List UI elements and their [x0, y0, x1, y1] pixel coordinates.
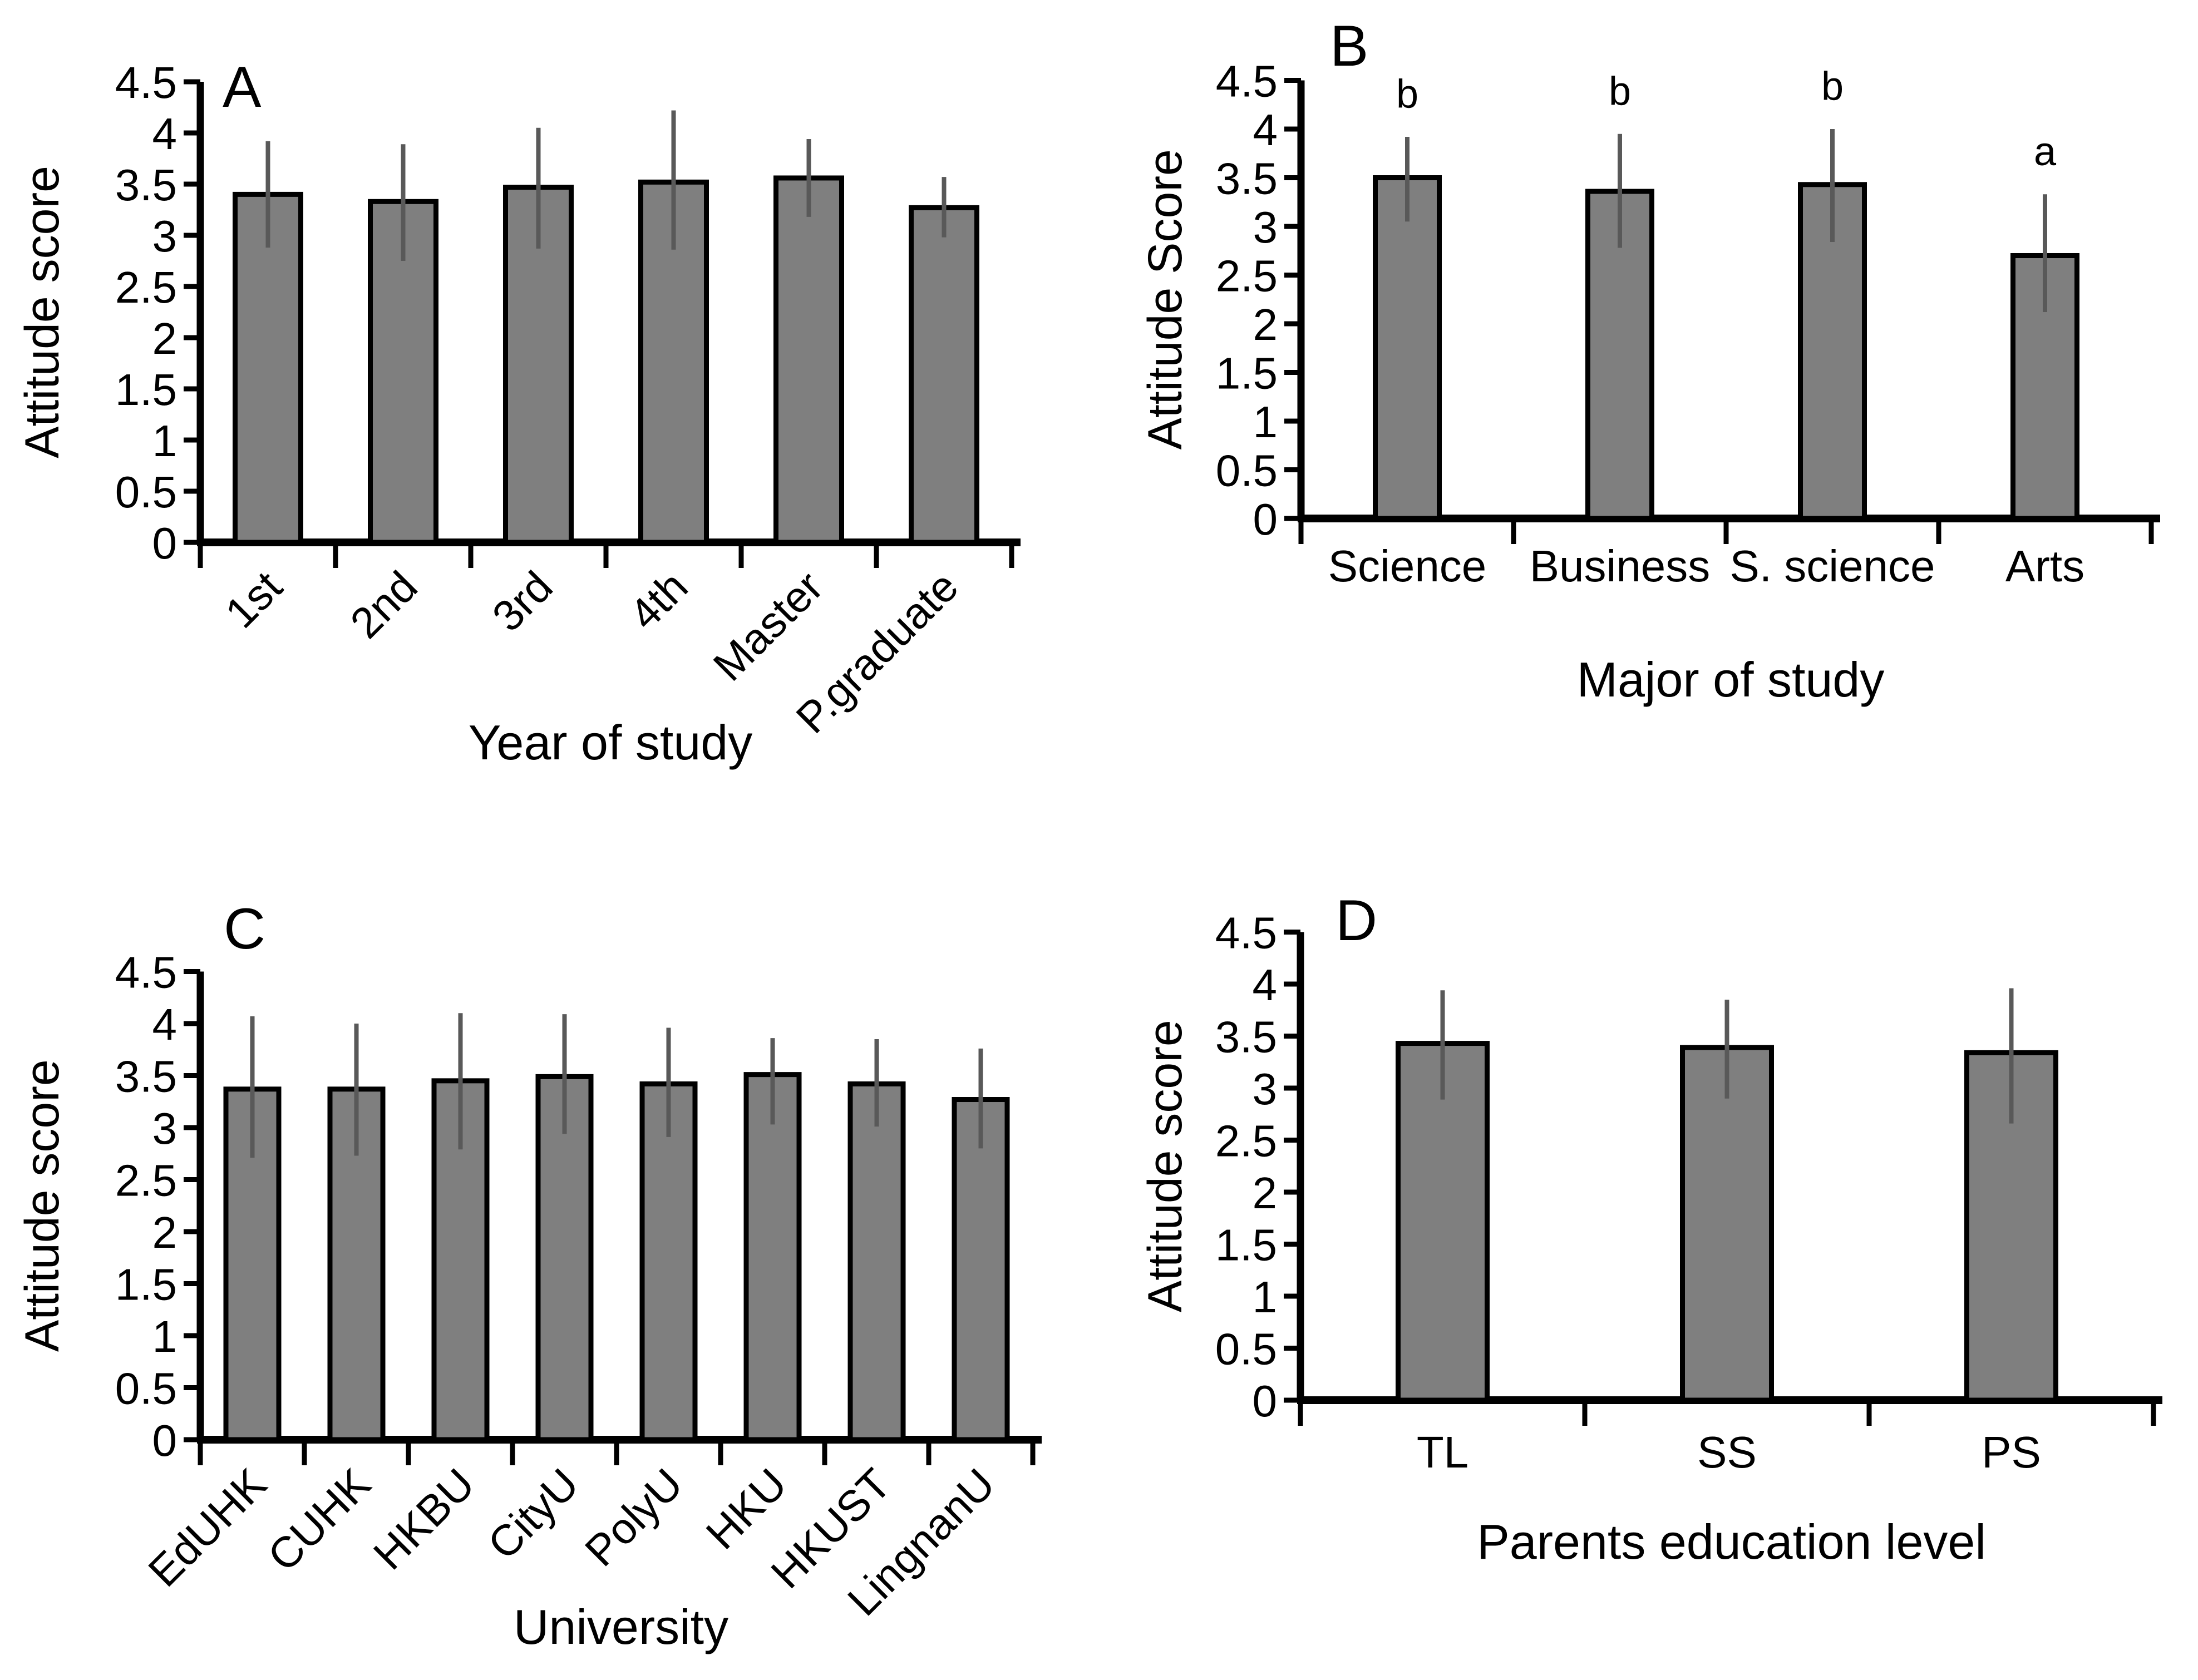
panel-c-chart: 00.511.522.533.544.5 EdUHKCUHKHKBUCityUPo… — [16, 897, 1042, 1654]
y-tick-label: 0 — [1253, 1376, 1278, 1426]
y-tick-label: 4 — [1253, 960, 1278, 1010]
category-label: Master — [704, 562, 832, 690]
y-axis-title: Attitude score — [16, 166, 69, 458]
y-tick-label: 1 — [152, 416, 178, 466]
y-tick-label: 2.5 — [1215, 1116, 1277, 1166]
y-tick-label: 0.5 — [115, 1364, 177, 1414]
x-axis-title: Parents education level — [1477, 1514, 1986, 1569]
category-label: EdUHK — [139, 1459, 275, 1596]
category-label: TL — [1417, 1427, 1468, 1477]
category-label: CUHK — [258, 1459, 380, 1581]
bar — [952, 1097, 1010, 1442]
y-tick-label: 3 — [1253, 1064, 1278, 1114]
y-tick-label: 0 — [1253, 495, 1278, 544]
panel-letter: A — [223, 55, 262, 120]
panel-d-chart: 00.511.522.533.544.5 TL SS PS Attitude score… — [1139, 888, 2162, 1569]
significance-letter: b — [1821, 65, 1844, 109]
bar — [639, 1081, 698, 1442]
y-tick-label: 3 — [152, 1104, 178, 1153]
y-axis-title: Attitude Score — [1139, 149, 1192, 449]
y-tick-label: 1.5 — [1216, 349, 1278, 398]
significance-letter: b — [1609, 69, 1631, 113]
y-tick-label: 2 — [152, 314, 178, 363]
category-label: PS — [1982, 1427, 2041, 1477]
significance-letter: b — [1396, 72, 1418, 117]
bar — [1373, 175, 1442, 521]
bar — [743, 1072, 802, 1442]
category-label: Science — [1328, 541, 1487, 591]
y-tick-label: 2.5 — [1216, 251, 1278, 301]
y-tick-label: 1 — [1253, 1272, 1278, 1322]
y-axis-title: Attitude score — [1139, 1020, 1192, 1312]
y-tick-label: 1 — [152, 1312, 178, 1361]
bar — [773, 175, 844, 545]
y-tick-label: 4.5 — [115, 948, 177, 997]
category-label: Business — [1530, 541, 1711, 591]
category-label: 2nd — [341, 562, 426, 648]
panel-letter: D — [1335, 888, 1377, 953]
y-tick-label: 3.5 — [115, 160, 177, 210]
category-label: 3rd — [483, 562, 562, 641]
y-tick-label: 3.5 — [1216, 154, 1278, 204]
y-tick-label: 3 — [152, 211, 178, 261]
y-tick-label: 3.5 — [1215, 1012, 1277, 1062]
y-tick-label: 4.5 — [1216, 57, 1278, 106]
panel-letter: C — [224, 897, 265, 961]
y-tick-label: 4.5 — [1215, 908, 1277, 958]
y-tick-label: 0 — [152, 518, 178, 568]
bar — [909, 205, 979, 545]
y-tick-label: 4 — [152, 1000, 178, 1049]
y-tick-label: 1 — [1253, 397, 1278, 447]
y-tick-label: 4 — [152, 109, 178, 159]
x-axis-title: University — [514, 1599, 728, 1654]
y-tick-label: 3.5 — [115, 1052, 177, 1101]
y-tick-label: 0.5 — [1216, 446, 1278, 496]
category-label: CityU — [478, 1459, 588, 1569]
panel-b-chart: 00.511.522.533.544.5 b b b a Science Business S… — [1139, 14, 2160, 707]
category-label: 1st — [216, 562, 292, 638]
category-label: 4th — [620, 562, 697, 639]
y-tick-label: 2 — [152, 1208, 178, 1257]
significance-letter: a — [2034, 130, 2057, 174]
x-axis-title: Year of study — [469, 715, 752, 770]
y-tick-label: 1.5 — [115, 1260, 177, 1310]
y-tick-label: 0.5 — [115, 467, 177, 517]
y-tick-label: 4.5 — [115, 58, 177, 107]
panel-letter: B — [1330, 14, 1368, 78]
y-tick-label: 2.5 — [115, 1156, 177, 1205]
y-tick-label: 0.5 — [1215, 1325, 1277, 1374]
x-axis-title: Major of study — [1577, 652, 1885, 707]
y-tick-label: 0 — [152, 1416, 178, 1465]
category-label: SS — [1697, 1427, 1757, 1477]
y-tick-label: 2 — [1253, 300, 1278, 349]
category-label: PolyU — [575, 1459, 692, 1575]
y-tick-label: 1.5 — [1215, 1221, 1277, 1270]
y-tick-label: 2 — [1253, 1168, 1278, 1218]
y-tick-label: 2.5 — [115, 263, 177, 312]
category-label: S. science — [1729, 541, 1935, 591]
bar — [847, 1081, 906, 1442]
y-tick-label: 3 — [1253, 202, 1278, 252]
category-label: HKBU — [364, 1459, 484, 1579]
y-axis-title: Attitude score — [16, 1059, 69, 1352]
bar — [1680, 1045, 1774, 1403]
category-label: Arts — [2005, 541, 2084, 591]
y-tick-label: 1.5 — [115, 365, 177, 414]
y-tick-label: 4 — [1253, 105, 1278, 155]
